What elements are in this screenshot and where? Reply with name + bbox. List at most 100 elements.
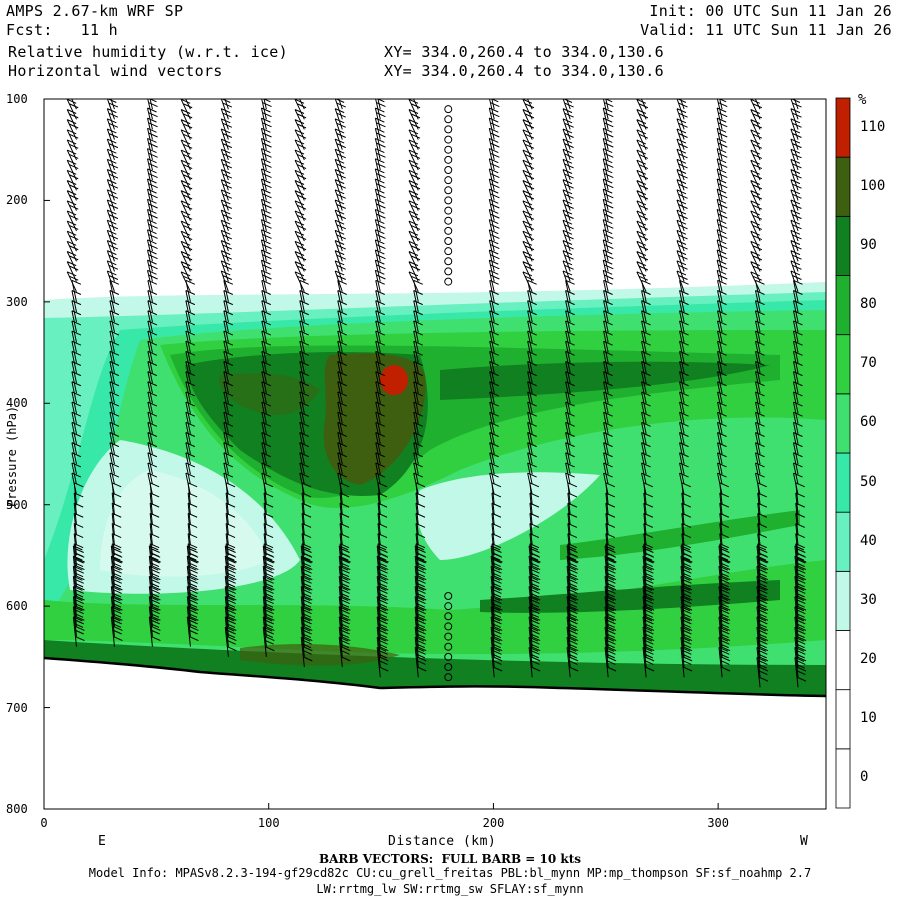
wind-barb <box>338 99 343 110</box>
x-tick-label: 0 <box>40 816 48 830</box>
calm-wind-marker <box>444 237 453 245</box>
wind-barb <box>300 636 313 668</box>
wind-barb <box>106 209 119 232</box>
wind-barb <box>794 636 807 668</box>
wind-barb <box>106 169 119 191</box>
wind-barb <box>756 545 769 576</box>
wind-barb <box>220 209 233 232</box>
wind-barb <box>186 545 199 576</box>
wind-barb <box>676 260 688 282</box>
wind-barb <box>72 545 85 576</box>
wind-barb <box>148 545 161 576</box>
wind-barb <box>794 616 807 647</box>
wind-barb <box>642 626 655 657</box>
wind-barb <box>790 209 802 232</box>
wind-barb <box>795 543 807 566</box>
wind-barb <box>110 575 123 607</box>
wind-barb <box>676 209 688 232</box>
wind-barb <box>377 99 381 110</box>
wind-barb <box>186 585 199 617</box>
wind-barb <box>756 606 769 637</box>
wind-barb <box>756 626 769 657</box>
calm-wind-marker <box>444 257 453 266</box>
wind-barb <box>794 585 807 617</box>
wind-barb <box>106 250 119 272</box>
calm-wind-marker <box>444 206 453 215</box>
wind-barb <box>794 646 807 678</box>
colorbar-swatch <box>835 393 851 454</box>
calm-wind-marker <box>444 196 453 205</box>
wind-barb <box>604 626 617 657</box>
wind-barb <box>491 99 495 110</box>
wind-barb <box>224 565 237 597</box>
colorbar-label: 10 <box>860 710 877 727</box>
wind-barb <box>220 118 233 140</box>
wind-barb <box>186 555 199 586</box>
wind-barb <box>220 158 233 181</box>
wind-barb <box>604 646 617 678</box>
wind-barb <box>790 108 802 130</box>
colorbar-swatch <box>835 630 851 691</box>
wind-barb <box>718 606 731 637</box>
x-end-label-right: W <box>800 834 808 849</box>
model-info-2: LW:rrtmg_lw SW:rrtmg_sw SFLAY:sf_mynn <box>316 882 584 896</box>
wind-barb <box>676 158 688 181</box>
wind-barb <box>334 148 346 171</box>
wind-barb <box>334 138 346 161</box>
wind-barb <box>528 565 541 597</box>
wind-barb <box>300 626 313 657</box>
valid-time: Valid: 11 UTC Sun 11 Jan 26 <box>640 21 892 39</box>
wind-barb <box>566 626 579 657</box>
wind-barb <box>676 250 688 272</box>
wind-barb <box>562 260 574 282</box>
wind-barb <box>718 565 731 597</box>
wind-barb <box>220 169 233 191</box>
wind-barb <box>338 626 351 657</box>
wind-barb <box>528 606 541 637</box>
wind-barb <box>376 616 389 647</box>
wind-barb <box>414 636 427 668</box>
wind-barb <box>790 250 802 272</box>
wind-barb <box>490 636 503 668</box>
x-tick-label: 100 <box>257 816 280 830</box>
wind-barb <box>680 555 693 586</box>
wind-barb <box>224 616 237 647</box>
wind-barb <box>676 199 688 221</box>
colorbar-swatch <box>835 689 851 750</box>
wind-barb <box>334 189 346 211</box>
wind-barb <box>490 646 503 678</box>
wind-barb <box>642 585 655 617</box>
wind-barb <box>566 99 571 110</box>
wind-barb <box>376 585 389 617</box>
wind-barb <box>338 636 351 668</box>
init-time: Init: 00 UTC Sun 11 Jan 26 <box>649 2 892 20</box>
wind-barb <box>604 555 617 586</box>
wind-barb <box>719 99 723 110</box>
wind-barb <box>490 626 503 657</box>
colorbar-label: 70 <box>860 355 877 372</box>
wind-barb <box>756 596 769 627</box>
field-label-wind: Horizontal wind vectors <box>8 62 223 80</box>
wind-barb <box>490 545 503 576</box>
wind-barb <box>376 646 389 678</box>
wind-barb <box>680 575 693 607</box>
wind-barb <box>642 565 655 597</box>
wind-barb <box>110 99 115 110</box>
wind-barb <box>111 543 123 566</box>
wind-barb <box>566 575 579 607</box>
wind-barb <box>106 260 119 282</box>
y-tick-label: 400 <box>6 396 28 411</box>
wind-barb <box>718 616 731 647</box>
wind-barb <box>562 229 574 252</box>
wind-barb <box>220 240 233 262</box>
wind-barb <box>220 189 233 211</box>
y-tick-label: 700 <box>6 700 28 715</box>
wind-barb <box>106 240 119 262</box>
wind-barb <box>642 616 655 647</box>
wind-barb <box>528 555 541 586</box>
calm-wind-marker <box>444 115 453 124</box>
wind-barb <box>790 158 802 181</box>
calm-wind-marker <box>444 612 453 621</box>
wind-barb <box>106 118 119 140</box>
wind-barb <box>528 626 541 657</box>
